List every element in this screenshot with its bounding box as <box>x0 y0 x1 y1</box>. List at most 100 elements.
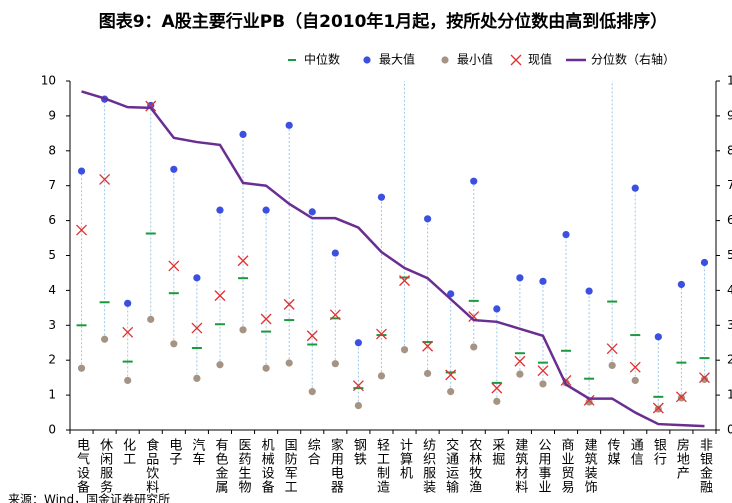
point <box>262 206 270 214</box>
point <box>354 401 362 410</box>
y2-tick-label: 0% <box>727 423 732 437</box>
point <box>585 398 593 406</box>
y2-tick-label: 50% <box>727 248 732 262</box>
point <box>77 167 86 175</box>
point <box>424 369 432 378</box>
y2-tick-label: 20% <box>727 353 732 367</box>
chart-title: 图表9：A股主要行业PB（自2010年1月起，按所处分位数由高到低排序） <box>99 11 668 32</box>
point <box>562 230 570 239</box>
legend-label: 中位数 <box>304 52 340 67</box>
point <box>170 165 178 173</box>
point <box>539 380 547 388</box>
x-tick-label: 轻工制造 <box>374 438 390 494</box>
legend-label: 现值 <box>528 52 552 67</box>
legend-swatch <box>510 54 522 66</box>
point <box>331 360 339 368</box>
cross <box>445 369 457 381</box>
cross <box>306 330 318 342</box>
y-tick-label: 9 <box>48 108 56 122</box>
x-tick-label: 纺织服装 <box>420 438 436 494</box>
x-tick-label: 农林牧渔 <box>466 438 482 494</box>
cross <box>699 372 710 384</box>
point <box>631 184 639 192</box>
y-tick-label: 6 <box>48 213 56 227</box>
point <box>101 335 109 343</box>
x-tick-label: 休闲服务 <box>97 438 113 494</box>
y2-tick-label: 30% <box>727 318 732 332</box>
cross <box>191 322 203 334</box>
point <box>631 376 639 385</box>
y-tick-label: 4 <box>48 283 56 297</box>
legend-swatch <box>363 56 371 64</box>
x-tick-label: 食品饮料 <box>143 437 159 494</box>
y2-tick-label: 40% <box>727 283 732 297</box>
x-tick-label: 家用电器 <box>328 437 344 494</box>
x-tick-label: 房地产 <box>674 437 690 480</box>
x-tick-label: 化工 <box>120 438 136 466</box>
x-tick-label: 电子 <box>166 438 182 466</box>
y2-tick-label: 60% <box>727 213 732 227</box>
cross <box>329 309 341 321</box>
point <box>285 121 293 129</box>
y-tick-label: 3 <box>48 318 56 332</box>
x-tick-label: 传媒 <box>605 438 621 466</box>
x-tick-label: 商业贸易 <box>559 438 575 494</box>
cross <box>491 382 503 394</box>
point <box>308 208 316 216</box>
x-tick-label: 建筑装饰 <box>582 438 598 494</box>
cross <box>283 298 295 310</box>
cross <box>514 355 526 367</box>
x-tick-label: 通信 <box>628 438 644 466</box>
x-tick-label: 交通运输 <box>443 437 459 494</box>
point <box>124 376 132 385</box>
y-tick-label: 8 <box>48 143 56 157</box>
cross <box>422 340 434 352</box>
point <box>147 315 155 323</box>
y2-tick-label: 90% <box>727 108 732 122</box>
legend-label: 分位数（右轴） <box>591 52 675 67</box>
cross <box>629 361 641 373</box>
percentile-line <box>81 90 705 428</box>
point <box>239 130 247 138</box>
point <box>470 343 478 351</box>
cross <box>675 391 687 403</box>
point <box>377 193 386 201</box>
point <box>654 405 662 413</box>
cross <box>145 100 157 112</box>
x-tick-label: 钢铁 <box>351 438 367 466</box>
point <box>447 388 455 396</box>
cross <box>99 173 111 185</box>
legend-label: 最小值 <box>457 52 493 67</box>
point <box>170 340 178 348</box>
cross <box>122 326 134 338</box>
point <box>447 290 455 298</box>
cross <box>606 343 618 355</box>
point <box>516 370 524 378</box>
point <box>516 274 524 282</box>
cross <box>352 380 364 392</box>
point <box>400 346 409 354</box>
x-tick-label: 公用事业 <box>535 438 551 494</box>
x-tick-label: 建筑材料 <box>512 438 528 494</box>
point <box>677 394 685 402</box>
point <box>193 274 201 282</box>
point <box>700 258 709 267</box>
point <box>677 280 685 289</box>
y-tick-label: 1 <box>48 388 56 402</box>
x-tick-label: 综合 <box>305 438 321 466</box>
cross <box>399 275 410 287</box>
x-tick-label: 电气设备 <box>74 438 90 494</box>
point <box>377 372 386 380</box>
y-tick-label: 7 <box>48 178 56 192</box>
cross <box>652 402 664 414</box>
cross <box>376 328 387 340</box>
point <box>585 287 593 295</box>
x-tick-label: 非银金融 <box>697 438 713 494</box>
point <box>216 206 224 214</box>
point <box>308 388 316 396</box>
cross <box>260 313 272 325</box>
x-tick-label: 计算机 <box>397 438 413 480</box>
x-tick-label: 有色金属 <box>212 438 228 494</box>
x-tick-label: 医药生物 <box>236 438 252 494</box>
